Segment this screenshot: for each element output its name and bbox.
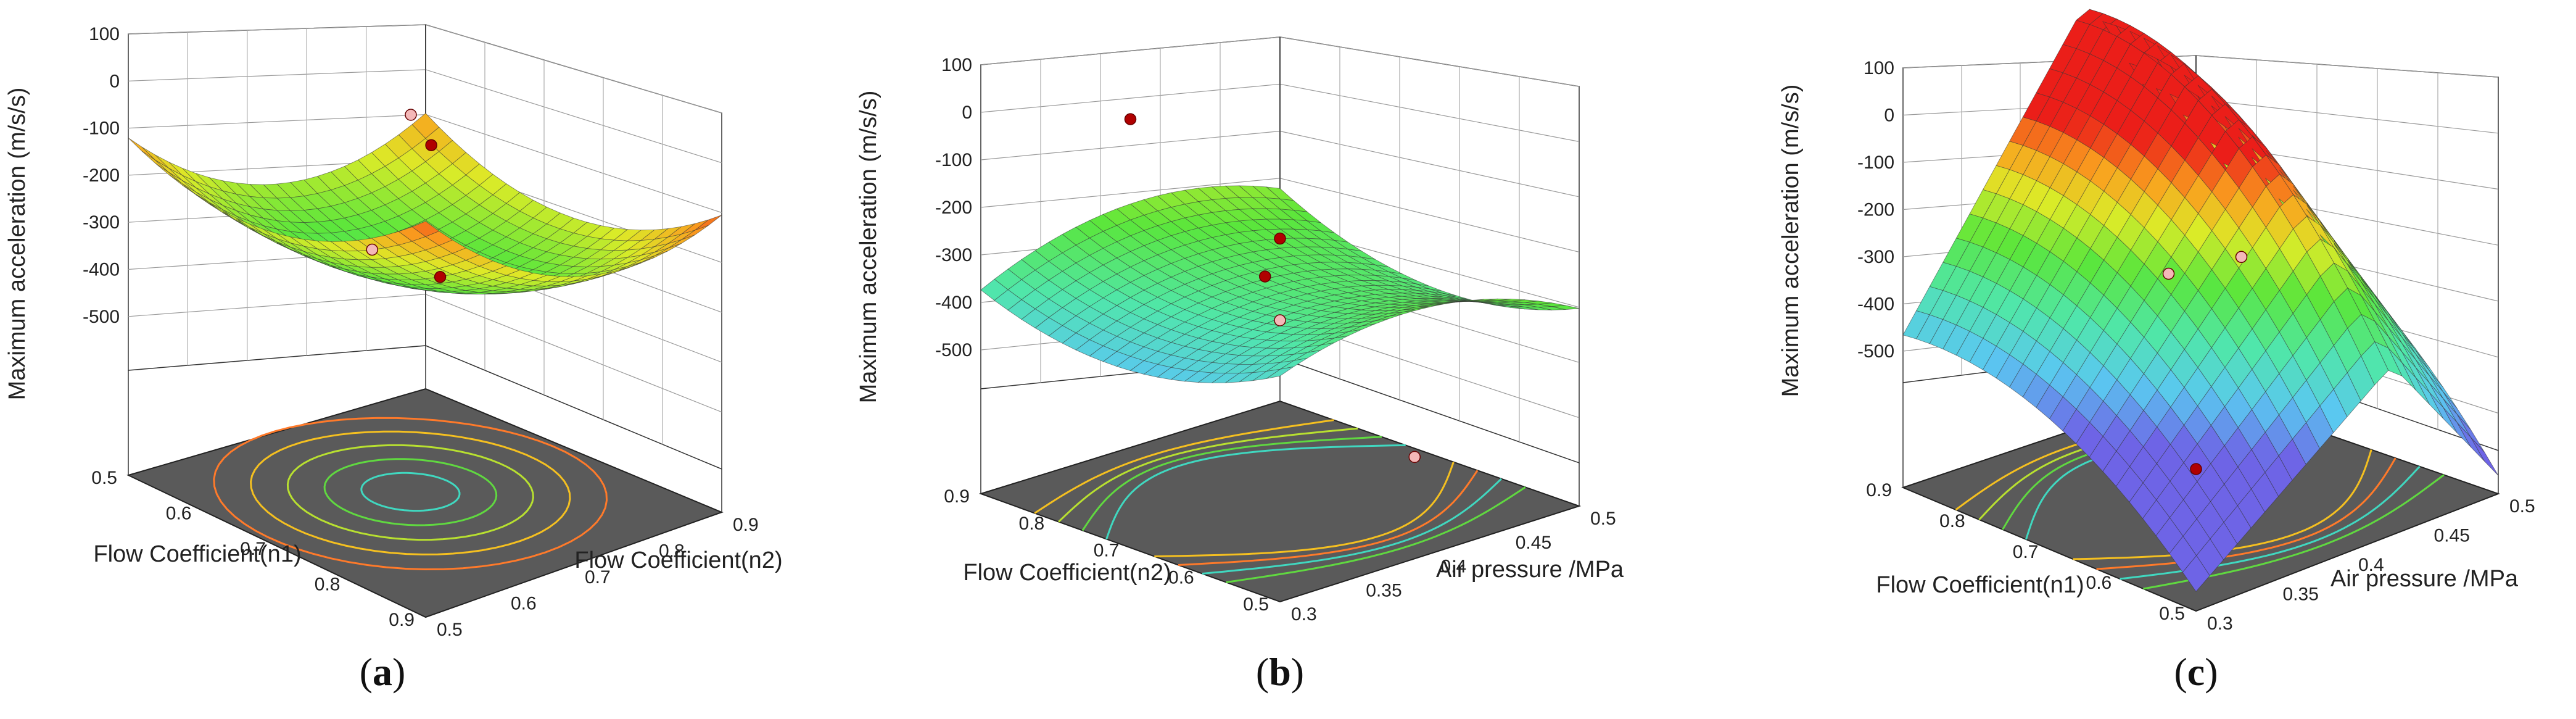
y-axis-label: Air pressure /MPa [2330, 566, 2519, 592]
z-tick-label: -500 [83, 307, 120, 327]
design-point [1274, 315, 1286, 326]
design-point [435, 272, 446, 283]
x-axis-label: Flow Coefficient(n2) [963, 560, 1171, 586]
design-point [2190, 463, 2202, 475]
z-axis-label: Maximum acceleration (m/s/s) [4, 88, 30, 401]
x-tick-label: 0.8 [315, 575, 341, 595]
z-tick-label: -200 [1857, 200, 1894, 220]
panel-label-close: ) [1291, 650, 1304, 694]
panel-b: 100 0 -100 -200 -300 -400 -500 0.9 0.8 0.7 0.6 0.5 0… [856, 37, 1624, 694]
y-tick-label: 0.5 [437, 620, 463, 640]
panel-letter: c [2187, 650, 2205, 694]
z-axis-label: Maximum acceleration (m/s/s) [856, 91, 881, 404]
panel-label-open: ( [1256, 650, 1269, 694]
panel-label-open: ( [360, 650, 373, 694]
panel-c: 100 0 -100 -200 -300 -400 -500 0.9 0.8 0.7 0.6 0.5 0… [1778, 9, 2535, 694]
z-tick-label: -500 [935, 340, 972, 360]
y-tick-label: 0.5 [2509, 496, 2535, 517]
y-tick-label: 0.5 [1590, 509, 1616, 529]
x-tick-label: 0.8 [1019, 513, 1045, 534]
y-tick-label: 0.6 [511, 594, 537, 614]
x-tick-label: 0.5 [1243, 594, 1269, 615]
panel-label-open: ( [2174, 650, 2187, 694]
x-tick-label: 0.5 [91, 468, 117, 488]
z-tick-label: -100 [1857, 152, 1894, 173]
x-tick-label: 0.6 [1168, 567, 1194, 588]
x-tick-label: 0.7 [1094, 541, 1120, 561]
z-tick-label: -400 [83, 260, 120, 280]
z-tick-label: -200 [935, 197, 972, 218]
y-tick-label: 0.3 [2207, 613, 2233, 634]
z-tick-label: -300 [1857, 247, 1894, 267]
design-point [1260, 271, 1271, 282]
y-tick-label: 0.45 [2434, 526, 2470, 546]
z-axis-label: Maximum acceleration (m/s/s) [1778, 85, 1804, 397]
y-axis-label: Air pressure /MPa [1436, 557, 1624, 583]
y-tick-label: 0.35 [1366, 580, 1402, 601]
design-point [405, 109, 416, 120]
z-tick-label: -100 [83, 118, 120, 139]
y-tick-label: 0.9 [733, 515, 759, 535]
x-tick-label: 0.6 [166, 504, 192, 524]
z-tick-label: -100 [935, 150, 972, 170]
design-point [366, 244, 378, 256]
design-point [2163, 268, 2174, 280]
z-tick-label: -400 [1857, 294, 1894, 315]
x-axis-label: Flow Coefficient(n1) [93, 541, 301, 567]
x-axis-label: Flow Coefficient(n1) [1876, 572, 2084, 598]
panel-label-close: ) [2205, 650, 2218, 694]
design-point [2236, 251, 2247, 262]
design-point [1274, 233, 1286, 244]
panel-label: (c) [2174, 650, 2218, 694]
x-tick-label: 0.6 [2086, 573, 2112, 593]
y-tick-label: 0.3 [1291, 604, 1317, 625]
z-tick-label: 0 [1884, 106, 1894, 126]
z-tick-label: 0 [962, 102, 972, 123]
design-point [1125, 114, 1136, 125]
panel-letter: a [373, 650, 392, 694]
panel-label: (b) [1256, 650, 1304, 694]
z-tick-label: -500 [1857, 341, 1894, 362]
z-tick-label: 0 [109, 71, 120, 91]
x-tick-label: 0.9 [389, 610, 415, 630]
y-tick-label: 0.35 [2283, 584, 2319, 605]
z-tick-label: -400 [935, 293, 972, 313]
panel-letter: b [1269, 650, 1291, 694]
design-point [426, 139, 437, 151]
y-tick-label: 0.45 [1516, 533, 1551, 553]
panel-label: (a) [360, 650, 406, 694]
x-tick-label: 0.7 [2013, 542, 2039, 562]
z-tick-label: 100 [89, 24, 120, 44]
z-tick-label: 100 [941, 55, 972, 75]
z-tick-label: -300 [83, 212, 120, 233]
x-tick-label: 0.8 [1939, 511, 1965, 531]
y-axis-label: Flow Coefficient(n2) [574, 547, 782, 573]
z-tick-label: -200 [83, 165, 120, 186]
z-tick-label: -300 [935, 245, 972, 265]
panel-label-close: ) [392, 650, 405, 694]
x-tick-label: 0.5 [2159, 604, 2185, 624]
z-tick-label: 100 [1864, 58, 1894, 78]
x-tick-label: 0.9 [944, 486, 970, 507]
design-point [1409, 451, 1420, 462]
x-tick-label: 0.9 [1866, 480, 1892, 501]
